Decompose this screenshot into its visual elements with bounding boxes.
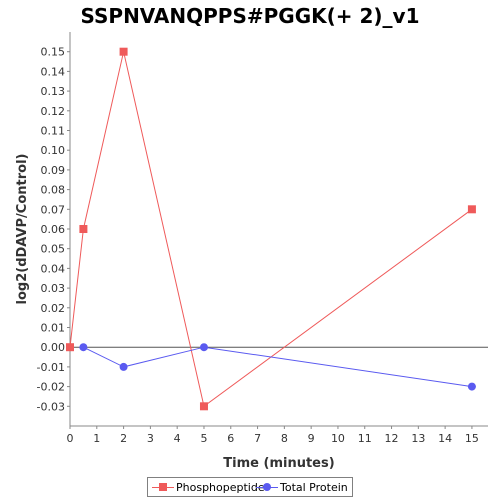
- x-tick-label: 14: [438, 432, 452, 445]
- legend-item-total-protein: Total Protein: [256, 478, 348, 496]
- legend-label: Phosphopeptide: [176, 480, 265, 494]
- x-tick-label: 15: [465, 432, 479, 445]
- x-tick-label: 10: [331, 432, 345, 445]
- y-axis-label: log2(dDAVP/Control): [15, 154, 30, 305]
- y-tick-label: 0.01: [41, 322, 66, 335]
- legend-label: Total Protein: [280, 480, 348, 494]
- data-point-circle: [79, 343, 88, 352]
- x-tick-label: 0: [67, 432, 74, 445]
- y-tick-label: 0.08: [41, 184, 66, 197]
- data-point-circle: [467, 382, 476, 391]
- y-tick-label: -0.01: [37, 361, 65, 374]
- x-tick-label: 1: [93, 432, 100, 445]
- y-tick-label: 0.07: [41, 203, 66, 216]
- y-tick-label: 0.02: [41, 302, 66, 315]
- x-tick-label: 13: [411, 432, 425, 445]
- chart-title: SSPNVANQPPS#PGGK(+ 2)_v1: [80, 4, 420, 28]
- y-tick-label: 0.11: [41, 125, 66, 138]
- x-tick-label: 8: [281, 432, 288, 445]
- x-tick-label: 7: [254, 432, 261, 445]
- legend-item-phosphopeptide: Phosphopeptide: [152, 478, 265, 496]
- x-tick-label: 3: [147, 432, 154, 445]
- x-tick-label: 12: [385, 432, 399, 445]
- y-tick-label: 0.13: [41, 85, 66, 98]
- data-point-square: [199, 402, 208, 411]
- y-tick-label: -0.03: [37, 400, 65, 413]
- y-tick-label: 0.06: [41, 223, 66, 236]
- data-point-circle: [199, 343, 208, 352]
- data-point-square: [66, 343, 74, 352]
- y-tick-label: 0.04: [41, 262, 66, 275]
- circle-marker-icon: [256, 482, 278, 492]
- x-tick-label: 11: [358, 432, 372, 445]
- y-tick-label: 0.15: [41, 46, 66, 59]
- plot-area: [70, 32, 488, 426]
- x-tick-label: 2: [120, 432, 127, 445]
- y-tick-label: -0.02: [37, 381, 65, 394]
- series-total-protein: [79, 343, 476, 391]
- y-tick-label: 0.10: [41, 144, 66, 157]
- y-tick-label: 0.03: [41, 282, 66, 295]
- data-point-circle: [119, 362, 128, 371]
- data-point-square: [467, 205, 476, 214]
- y-tick-label: 0.14: [41, 65, 66, 78]
- legend: Phosphopeptide Total Protein: [147, 477, 353, 497]
- x-axis-label: Time (minutes): [223, 456, 334, 471]
- series-line: [83, 346, 472, 388]
- y-tick-label: 0.12: [41, 105, 66, 118]
- x-tick-label: 9: [308, 432, 315, 445]
- y-tick-label: 0.00: [41, 341, 66, 354]
- data-point-square: [79, 225, 88, 233]
- y-tick-label: 0.09: [41, 164, 66, 177]
- square-marker-icon: [152, 482, 174, 492]
- data-point-square: [119, 47, 128, 56]
- x-tick-label: 6: [227, 432, 234, 445]
- x-tick-label: 5: [200, 432, 207, 445]
- x-tick-label: 4: [174, 432, 181, 445]
- y-tick-label: 0.05: [41, 243, 66, 256]
- series-phosphopeptide: [66, 47, 476, 411]
